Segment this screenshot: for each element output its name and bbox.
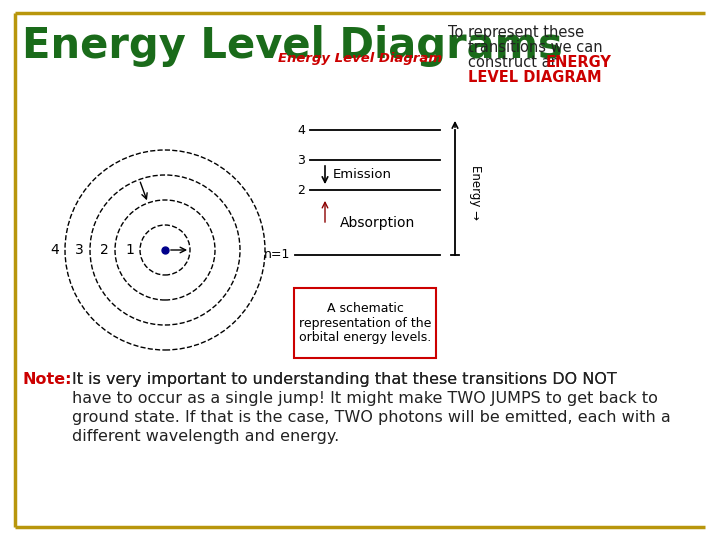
Text: ground state. If that is the case, TWO photons will be emitted, each with a: ground state. If that is the case, TWO p… (72, 410, 671, 425)
Text: 3: 3 (76, 243, 84, 257)
Text: It is very important to understanding that these transitions DO NOT: It is very important to understanding th… (72, 372, 617, 387)
Text: Energy Level Diagrams: Energy Level Diagrams (22, 25, 563, 67)
Text: Emission: Emission (333, 168, 392, 181)
Text: It is very important to understanding that these transitions DO NOT: It is very important to understanding th… (72, 372, 617, 387)
Text: To represent these: To represent these (448, 25, 584, 40)
Text: ENERGY: ENERGY (546, 55, 612, 70)
Text: 4: 4 (297, 124, 305, 137)
Text: A schematic
representation of the
orbital energy levels.: A schematic representation of the orbita… (299, 301, 431, 345)
Text: Absorption: Absorption (340, 215, 415, 230)
Text: Energy Level Diagram: Energy Level Diagram (278, 52, 442, 65)
FancyBboxPatch shape (294, 288, 436, 358)
Text: 2: 2 (297, 184, 305, 197)
Text: 4: 4 (50, 243, 59, 257)
Text: 3: 3 (297, 153, 305, 166)
Text: n=1: n=1 (264, 248, 290, 261)
Text: transitions we can: transitions we can (468, 40, 603, 55)
Text: construct an: construct an (468, 55, 564, 70)
Text: LEVEL DIAGRAM: LEVEL DIAGRAM (468, 70, 602, 85)
Text: Note:: Note: (22, 372, 71, 387)
Text: different wavelength and energy.: different wavelength and energy. (72, 429, 339, 444)
Text: 2: 2 (100, 243, 109, 257)
Text: have to occur as a single jump! It might make TWO JUMPS to get back to: have to occur as a single jump! It might… (72, 391, 658, 406)
Text: Energy →: Energy → (469, 165, 482, 220)
Text: 1: 1 (125, 243, 134, 257)
